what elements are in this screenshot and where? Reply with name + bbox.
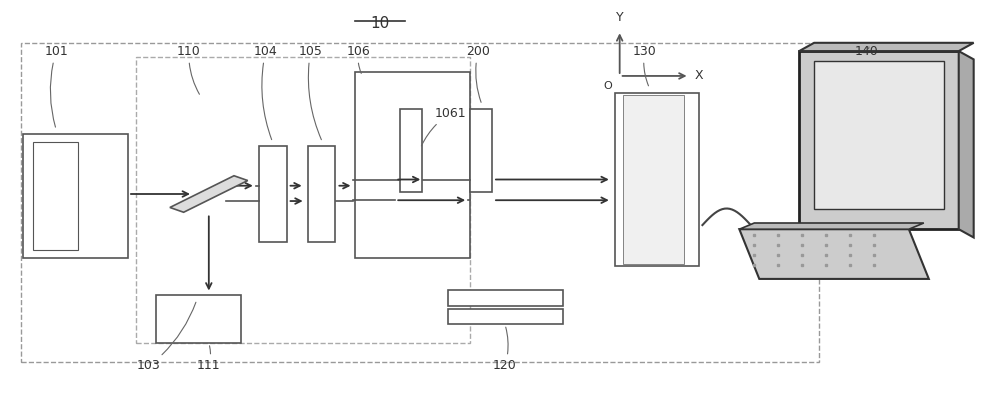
Bar: [21, 43, 819, 362]
Text: 200: 200: [466, 45, 490, 102]
Bar: [355, 72, 470, 258]
Bar: [470, 109, 492, 192]
Text: O: O: [603, 81, 612, 91]
Text: 106: 106: [347, 45, 370, 73]
Polygon shape: [799, 51, 959, 229]
Text: 120: 120: [493, 327, 517, 372]
Bar: [448, 309, 563, 324]
Text: 101: 101: [44, 45, 68, 127]
Bar: [615, 93, 699, 266]
Polygon shape: [799, 43, 974, 51]
Polygon shape: [739, 223, 924, 229]
Text: 130: 130: [633, 45, 656, 86]
Bar: [400, 109, 422, 192]
Bar: [448, 290, 563, 306]
Polygon shape: [170, 176, 248, 212]
Text: 104: 104: [254, 45, 278, 140]
Text: 1061: 1061: [421, 107, 466, 146]
Text: 111: 111: [197, 346, 221, 372]
Bar: [156, 296, 241, 343]
Bar: [308, 146, 335, 241]
Bar: [33, 142, 78, 250]
Polygon shape: [814, 61, 944, 208]
Bar: [23, 134, 128, 258]
Text: 140: 140: [855, 45, 879, 58]
Bar: [136, 57, 470, 343]
Text: Y: Y: [616, 11, 623, 24]
Bar: [259, 146, 287, 241]
Text: 110: 110: [177, 45, 201, 94]
Text: 10: 10: [371, 16, 390, 31]
Bar: [623, 95, 684, 264]
Text: 105: 105: [299, 45, 322, 140]
Polygon shape: [959, 51, 974, 238]
Text: 103: 103: [137, 302, 196, 372]
Polygon shape: [739, 229, 929, 279]
Text: X: X: [694, 70, 703, 83]
